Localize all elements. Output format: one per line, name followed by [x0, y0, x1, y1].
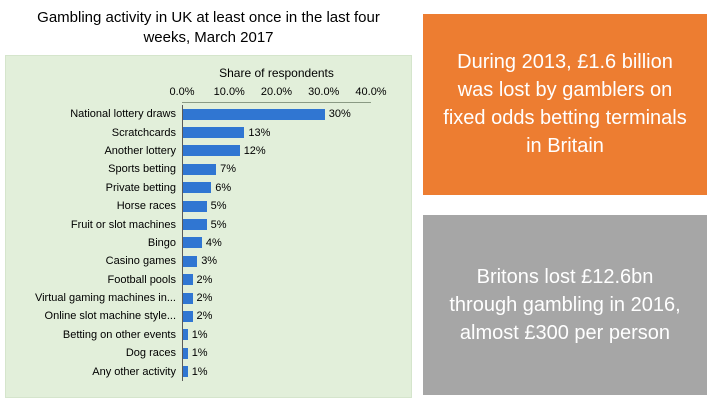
- bar-track: 12%: [182, 141, 403, 161]
- category-label: Horse races: [116, 200, 176, 213]
- x-axis-tick-label: 30.0%: [308, 86, 340, 98]
- callout-section: During 2013, £1.6 billion was lost by ga…: [414, 0, 711, 403]
- bar: [183, 145, 240, 157]
- bar-value-label: 6%: [215, 181, 232, 194]
- bar-value-label: 2%: [196, 273, 213, 286]
- bar-track: 3%: [182, 252, 403, 271]
- bar-track: 2%: [182, 307, 403, 326]
- category-label: National lottery draws: [70, 108, 176, 121]
- bar: [183, 237, 202, 249]
- bar: [183, 329, 188, 341]
- bar-row: Fruit or slot machines 5%: [12, 215, 403, 234]
- bar-track: 4%: [182, 233, 403, 253]
- bar-row: Horse races 5%: [12, 196, 403, 216]
- bar-track: 5%: [182, 215, 403, 234]
- category-label: Bingo: [147, 236, 176, 249]
- bar-value-label: 13%: [248, 126, 271, 139]
- bar-value-label: 1%: [191, 365, 208, 378]
- callout-fixed-odds-2013: During 2013, £1.6 billion was lost by ga…: [423, 14, 707, 195]
- bar-track: 30%: [182, 105, 403, 124]
- x-axis-tick-label: 40.0%: [355, 86, 387, 98]
- bar-value-label: 4%: [205, 236, 222, 249]
- bar: [183, 347, 188, 359]
- bar: [183, 108, 325, 120]
- bar-row: Online slot machine style... 2%: [12, 307, 403, 326]
- bar-track: 2%: [182, 288, 403, 308]
- bar-row: Sports betting 7%: [12, 160, 403, 179]
- category-label: Another lottery: [104, 144, 176, 157]
- bar-value-label: 1%: [191, 328, 208, 341]
- chart-panel: Share of respondents 0.0% 10.0% 20.0% 30.0%…: [5, 55, 412, 398]
- x-axis-tick-label: 20.0%: [260, 86, 293, 98]
- bar-value-label: 7%: [220, 163, 236, 176]
- bar: [183, 366, 188, 378]
- bar-row: Any other activity 1%: [12, 362, 403, 381]
- bar-row: Scratchcards 13%: [12, 123, 403, 142]
- bar-row: Bingo 4%: [12, 233, 403, 253]
- bar-value-label: 30%: [328, 108, 351, 121]
- bar: [183, 127, 245, 139]
- category-label: Dog races: [125, 347, 176, 360]
- chart-title: Gambling activity in UK at least once in…: [37, 9, 380, 46]
- bar-track: 5%: [182, 196, 403, 216]
- category-label: Betting on other events: [62, 328, 176, 341]
- bar-track: 13%: [182, 123, 403, 142]
- category-label: Online slot machine style...: [44, 310, 176, 323]
- category-label: Private betting: [105, 181, 176, 194]
- category-label: Scratchcards: [111, 126, 176, 139]
- bar: [183, 163, 217, 175]
- bar-value-label: 2%: [196, 292, 213, 305]
- bar-row: Dog races 1%: [12, 344, 403, 363]
- bar: [183, 292, 193, 304]
- category-label: Virtual gaming machines in...: [34, 292, 176, 305]
- bar: [183, 182, 212, 194]
- bar-value-label: 2%: [196, 310, 213, 323]
- x-axis-tick-label: 0.0%: [169, 86, 195, 98]
- chart-rows: National lottery draws 30% Scratchcards 13%…: [12, 105, 403, 381]
- bar-row: Private betting 6%: [12, 178, 403, 197]
- x-axis-tick-label: 10.0%: [213, 86, 245, 98]
- bar-track: 6%: [182, 178, 403, 197]
- bar: [183, 310, 193, 322]
- bar: [183, 200, 207, 212]
- category-label: Sports betting: [108, 163, 176, 176]
- bar-value-label: 12%: [243, 144, 266, 157]
- bar-row: Virtual gaming machines in... 2%: [12, 288, 403, 308]
- bar: [183, 219, 207, 231]
- x-axis-title: Share of respondents: [219, 66, 334, 80]
- bar-row: National lottery draws 30%: [12, 105, 403, 124]
- bar: [183, 274, 193, 286]
- callout-gambling-loss-2016: Britons lost £12.6bn through gambling in…: [423, 214, 707, 395]
- bar-row: Casino games 3%: [12, 252, 403, 271]
- category-label: Football pools: [107, 273, 177, 286]
- category-label: Fruit or slot machines: [70, 218, 176, 231]
- bar-row: Another lottery 12%: [12, 141, 403, 161]
- category-label: Any other activity: [92, 365, 176, 378]
- chart-section: Gambling activity in UK at least once in…: [5, 9, 412, 398]
- x-axis-ticks: 0.0% 10.0% 20.0% 30.0% 40.0%: [169, 86, 387, 103]
- bar-value-label: 3%: [201, 255, 218, 268]
- bar-track: 1%: [182, 344, 403, 363]
- bar-value-label: 5%: [210, 200, 227, 213]
- bar-track: 1%: [182, 325, 403, 345]
- bar-value-label: 5%: [210, 218, 227, 231]
- bar-row: Football pools 2%: [12, 270, 403, 289]
- bar-track: 7%: [182, 160, 403, 179]
- category-label: Casino games: [105, 255, 176, 268]
- bar-track: 1%: [182, 362, 403, 381]
- bar: [183, 255, 198, 267]
- bar-row: Betting on other events 1%: [12, 325, 403, 345]
- bar-value-label: 1%: [191, 347, 208, 360]
- bar-track: 2%: [182, 270, 403, 289]
